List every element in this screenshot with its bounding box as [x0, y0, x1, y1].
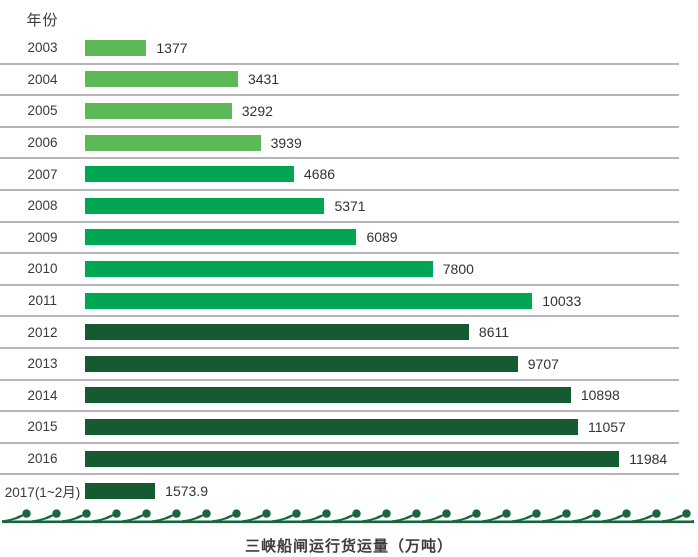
chart-row: 2010 7800 — [0, 254, 679, 286]
bar-area: 3939 — [85, 128, 679, 158]
chart-row: 2003 1377 — [0, 33, 679, 65]
year-label: 2004 — [27, 71, 58, 87]
year-label: 2013 — [27, 356, 58, 372]
chart-row: 2006 3939 — [0, 128, 679, 160]
value-bar — [85, 102, 232, 119]
bar-area: 7800 — [85, 254, 679, 284]
value-bar — [85, 450, 620, 467]
value-bar — [85, 166, 294, 183]
chart-row: 2011 10033 — [0, 286, 679, 318]
year-label: 2016 — [27, 451, 58, 467]
chart-row: 2009 6089 — [0, 223, 679, 255]
value-label: 7800 — [442, 260, 474, 277]
value-bar — [85, 197, 325, 214]
value-bar — [85, 39, 147, 56]
bar-area: 3431 — [85, 65, 679, 95]
value-label: 10033 — [542, 292, 582, 309]
chart-title: 三峡船闸运行货运量（万吨） — [244, 537, 453, 555]
year-label: 2006 — [27, 135, 58, 151]
value-label: 1377 — [156, 39, 188, 56]
bar-area: 6089 — [85, 223, 679, 253]
chart-row: 2005 3292 — [0, 96, 679, 128]
value-label: 11984 — [629, 450, 668, 467]
bar-area: 3292 — [85, 96, 679, 126]
year-label: 2009 — [27, 229, 58, 245]
chart-row: 2015 11057 — [0, 412, 679, 444]
bar-area: 10898 — [85, 381, 679, 411]
value-label: 9707 — [527, 355, 559, 372]
year-label: 2008 — [27, 198, 58, 214]
wave-border-decoration — [2, 506, 694, 525]
value-bar — [85, 483, 156, 500]
chart-row: 2007 4686 — [0, 159, 679, 191]
value-label: 3431 — [247, 71, 280, 88]
value-label: 6089 — [366, 229, 398, 246]
value-label: 8611 — [478, 324, 510, 341]
chart-row: 2016 11984 — [0, 444, 679, 476]
year-label: 2010 — [27, 261, 58, 277]
bar-area: 8611 — [85, 317, 679, 347]
value-label: 5371 — [334, 197, 366, 214]
value-bar — [85, 324, 469, 341]
bar-area: 4686 — [85, 159, 679, 189]
chart-row: 2012 8611 — [0, 317, 679, 349]
value-label: 10898 — [580, 387, 620, 404]
bar-area: 11984 — [85, 444, 679, 474]
bar-area: 5371 — [85, 191, 679, 221]
bar-area: 11057 — [85, 412, 679, 442]
bar-area: 9707 — [85, 349, 679, 379]
chart-row: 2008 5371 — [0, 191, 679, 223]
value-label: 1573.9 — [165, 483, 208, 500]
year-label: 2007 — [27, 166, 58, 182]
y-axis-title: 年份 — [26, 12, 59, 29]
chart-row: 2014 10898 — [0, 381, 679, 413]
year-label: 2012 — [27, 324, 58, 340]
value-bar — [85, 355, 518, 372]
bar-area: 1573.9 — [85, 475, 679, 507]
value-bar — [85, 418, 578, 435]
value-label: 3939 — [270, 134, 302, 151]
value-bar — [85, 134, 261, 151]
year-label: 2003 — [27, 40, 58, 56]
value-bar — [85, 387, 571, 404]
year-label: 2017(1~2月) — [4, 485, 81, 501]
value-label: 4686 — [303, 166, 336, 183]
chart-rows: 2003 1377 2004 3431 2005 3292 2006 3939 2007 4686… — [0, 33, 679, 507]
value-label: 3292 — [241, 102, 273, 119]
value-bar — [85, 292, 533, 309]
year-label: 2005 — [27, 103, 58, 119]
bar-area: 1377 — [85, 33, 679, 63]
value-bar — [85, 260, 433, 277]
year-label: 2011 — [27, 293, 58, 309]
year-label: 2015 — [27, 419, 58, 435]
chart-row: 2017(1~2月) 1573.9 — [0, 475, 679, 507]
value-bar — [85, 229, 357, 246]
chart-row: 2004 3431 — [0, 65, 679, 97]
value-bar — [85, 71, 238, 88]
value-label: 11057 — [587, 418, 626, 435]
chart-row: 2013 9707 — [0, 349, 679, 381]
year-label: 2014 — [27, 387, 58, 403]
bar-area: 10033 — [85, 286, 679, 316]
